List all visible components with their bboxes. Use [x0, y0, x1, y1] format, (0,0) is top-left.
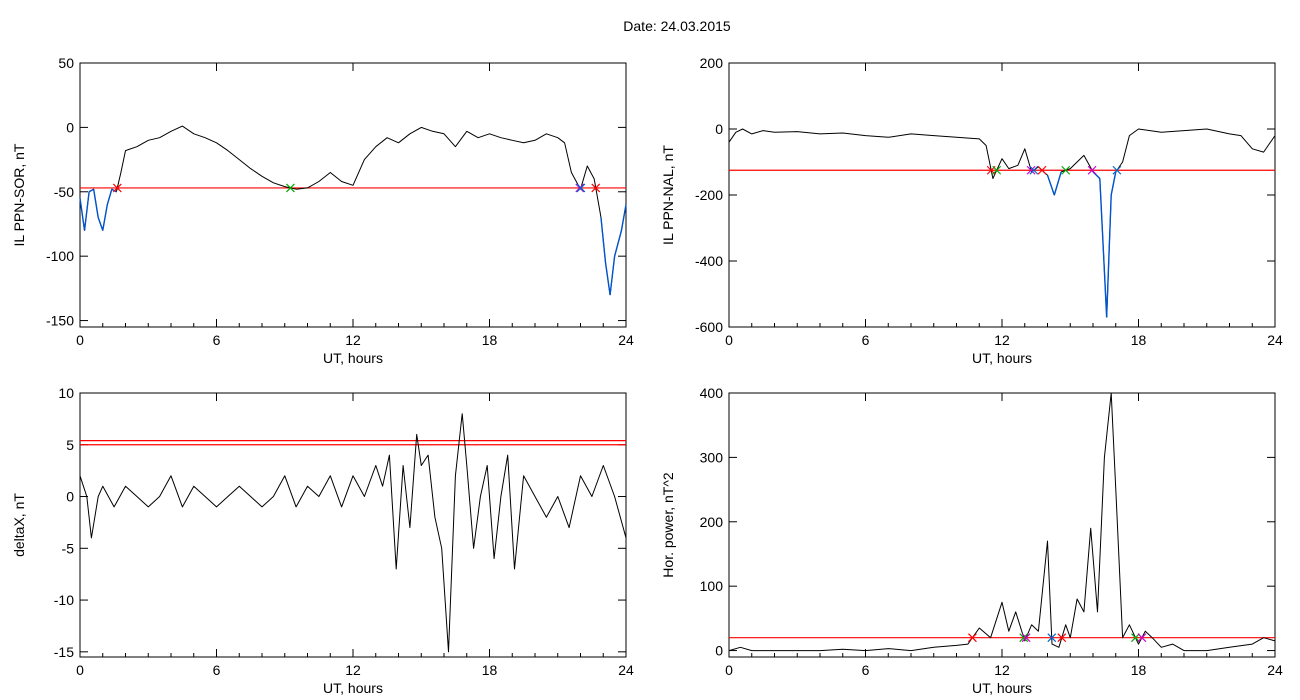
x-tick-label: 0 [725, 332, 733, 348]
x-axis-label: UT, hours [323, 680, 383, 696]
y-tick-label: -15 [54, 644, 74, 660]
y-tick-label: 0 [715, 643, 723, 659]
crossing-marker [1057, 633, 1067, 643]
y-tick-label: 5 [66, 437, 74, 453]
event-segment [1053, 171, 1062, 196]
x-axis-label: UT, hours [323, 350, 383, 366]
series-line [79, 413, 627, 653]
crossing-marker [1131, 633, 1140, 643]
crossing-marker [575, 183, 585, 193]
crossing-marker [1137, 633, 1147, 643]
event-segment [106, 189, 113, 205]
y-axis-label: IL PPN-SOR, nT [11, 143, 27, 246]
event-segment [604, 262, 611, 295]
x-tick-label: 24 [618, 662, 634, 678]
x-tick-label: 12 [345, 332, 361, 348]
event-segment [88, 188, 94, 193]
x-tick-label: 24 [618, 332, 634, 348]
crossing-marker [1021, 633, 1031, 643]
x-tick-label: 18 [482, 662, 498, 678]
event-segment [1099, 178, 1108, 318]
panel-ppn-nal: 0 6 12 18 24 200 0 -200 -400 -600 UT, hours IL PPN-… [660, 55, 1283, 366]
x-tick-label: 12 [345, 662, 361, 678]
x-tick-label: 18 [1131, 332, 1147, 348]
plot-frame [728, 392, 1276, 658]
event-segment [92, 189, 99, 218]
plot-frame [79, 62, 627, 328]
y-tick-label: 100 [700, 578, 724, 594]
x-tick-label: 6 [213, 662, 221, 678]
x-tick-label: 18 [482, 332, 498, 348]
x-tick-label: 12 [994, 332, 1010, 348]
y-axis-label: IL PPN-NAL, nT [660, 145, 676, 245]
page-title: Date: 24.03.2015 [623, 18, 731, 34]
x-tick-label: 0 [725, 662, 733, 678]
y-tick-label: 50 [58, 55, 74, 71]
x-axis-label: UT, hours [972, 680, 1032, 696]
crossing-marker [112, 183, 122, 193]
crossing-marker [1047, 633, 1057, 643]
event-segment [600, 217, 607, 263]
crossing-marker [968, 633, 977, 643]
event-segment [1046, 174, 1055, 196]
y-tick-label: -200 [695, 187, 723, 203]
y-tick-label: -100 [46, 248, 74, 264]
series-line [79, 125, 627, 296]
y-tick-label: 200 [700, 514, 724, 530]
event-segment [620, 204, 627, 231]
y-tick-label: -5 [62, 540, 75, 556]
crossing-marker [992, 165, 1002, 175]
x-tick-label: 24 [1267, 662, 1283, 678]
crossing-marker [576, 183, 586, 193]
x-tick-label: 6 [213, 332, 221, 348]
panel-ppn-sor: 0 6 12 18 24 50 0 -50 -100 -150 UT, hours IL PPN-SO… [11, 55, 634, 366]
x-tick-label: 12 [994, 662, 1010, 678]
y-tick-label: -600 [695, 319, 723, 335]
crossing-marker [1029, 165, 1039, 175]
y-axis-label: Hor. power, nT^2 [660, 472, 676, 578]
y-tick-label: 0 [66, 489, 74, 505]
event-segment [97, 217, 104, 231]
y-tick-label: 200 [700, 55, 724, 71]
event-segment [79, 198, 86, 231]
y-tick-label: -50 [54, 184, 74, 200]
event-segment [102, 204, 108, 231]
y-tick-label: 0 [715, 121, 723, 137]
y-tick-label: -150 [46, 313, 74, 329]
event-segment [613, 230, 623, 257]
crossing-marker [1087, 165, 1097, 175]
series-line [728, 128, 1276, 318]
y-tick-label: 300 [700, 449, 724, 465]
crossing-marker [1112, 165, 1122, 175]
y-tick-label: 400 [700, 385, 724, 401]
crossing-marker [1037, 165, 1047, 175]
event-segment [1105, 194, 1112, 318]
panel-hor-power: 0 6 12 18 24 400 300 200 100 0 UT, hours Hor. power… [660, 385, 1283, 696]
y-tick-label: -400 [695, 253, 723, 269]
x-tick-label: 24 [1267, 332, 1283, 348]
crossing-marker [1019, 633, 1029, 643]
series-line [728, 392, 1276, 652]
x-tick-label: 0 [76, 332, 84, 348]
event-segment [83, 191, 90, 231]
y-tick-label: 0 [66, 119, 74, 135]
crossing-marker [286, 183, 295, 193]
plot-frame [728, 62, 1276, 328]
x-tick-label: 6 [862, 662, 870, 678]
crossing-marker [1026, 165, 1036, 175]
x-axis-label: UT, hours [972, 350, 1032, 366]
y-axis-label: deltaX, nT [11, 493, 27, 557]
y-tick-label: 10 [58, 385, 74, 401]
crossing-marker [591, 183, 601, 193]
x-tick-label: 18 [1131, 662, 1147, 678]
plot-frame [79, 392, 627, 658]
event-segment [609, 256, 616, 295]
x-tick-label: 6 [862, 332, 870, 348]
crossing-marker [1061, 165, 1071, 175]
y-tick-label: -10 [54, 592, 74, 608]
panel-deltax: 0 6 12 18 24 10 5 0 -5 -10 -15 UT, hours deltaX, nT [11, 385, 634, 696]
event-segment [1110, 171, 1117, 196]
x-tick-label: 0 [76, 662, 84, 678]
